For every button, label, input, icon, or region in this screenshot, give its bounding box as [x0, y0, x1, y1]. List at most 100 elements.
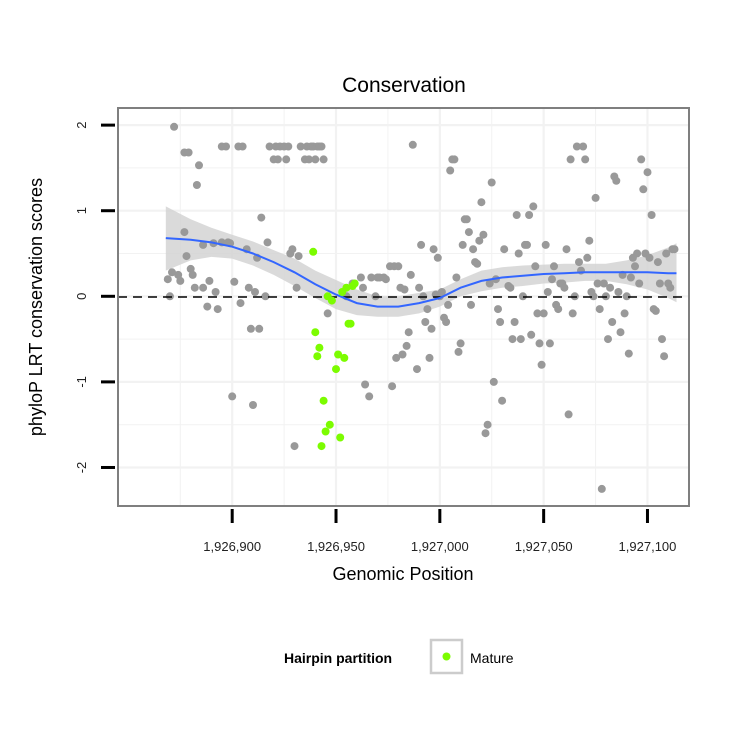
other-point: [572, 142, 581, 151]
mature-points-layer: [309, 247, 359, 451]
other-point: [635, 279, 644, 288]
other-point: [190, 283, 199, 292]
mature-point: [342, 283, 351, 292]
other-point: [394, 262, 403, 271]
y-axis: -2 -1 0 1 2: [74, 121, 115, 473]
other-point: [612, 176, 621, 185]
other-point: [531, 262, 540, 271]
other-point: [591, 193, 600, 202]
other-point: [230, 277, 239, 286]
other-point: [462, 215, 471, 224]
other-point: [404, 328, 413, 337]
other-point: [477, 198, 486, 207]
mature-point: [346, 319, 355, 328]
other-point: [645, 253, 654, 262]
other-point: [583, 253, 592, 262]
other-point: [290, 442, 299, 451]
smooth-line-layer: [165, 237, 677, 308]
other-point: [485, 279, 494, 288]
other-point: [284, 142, 293, 151]
other-point: [554, 305, 563, 314]
other-point: [429, 245, 438, 254]
other-point: [614, 288, 623, 296]
other-point: [180, 228, 189, 237]
other-point: [622, 292, 631, 301]
mature-point: [334, 350, 343, 359]
other-point: [545, 339, 554, 348]
mature-point: [309, 247, 318, 256]
other-point: [518, 292, 527, 301]
mature-point: [311, 328, 320, 337]
other-point: [421, 318, 430, 326]
other-point: [651, 306, 660, 315]
legend-label-mature: Mature: [470, 650, 514, 666]
other-point: [581, 155, 590, 164]
other-point: [388, 382, 397, 391]
other-point: [498, 396, 507, 405]
other-point: [417, 240, 426, 249]
other-point: [433, 253, 442, 262]
other-point: [425, 353, 434, 362]
mature-point: [327, 296, 336, 305]
x-tick-label: 1,926,950: [307, 539, 365, 554]
other-point: [400, 285, 409, 294]
other-point: [670, 245, 679, 254]
other-point: [236, 299, 245, 308]
other-point: [658, 335, 666, 344]
plot-area: [117, 107, 690, 507]
mature-point: [317, 442, 326, 451]
other-point: [288, 245, 297, 254]
legend-title: Hairpin partition: [284, 650, 392, 666]
other-point: [562, 245, 571, 254]
other-points-layer: [163, 122, 679, 493]
other-point: [662, 249, 671, 258]
y-tick-label: -1: [74, 376, 89, 388]
other-point: [464, 228, 473, 237]
mature-point: [332, 365, 340, 374]
other-point: [660, 352, 669, 361]
other-point: [525, 211, 534, 219]
other-point: [195, 161, 203, 170]
y-tick-label: -2: [74, 462, 89, 474]
other-point: [170, 122, 179, 131]
other-point: [199, 283, 208, 292]
other-point: [163, 275, 172, 284]
other-point: [454, 347, 463, 356]
other-point: [415, 283, 424, 292]
other-point: [257, 213, 266, 222]
other-point: [402, 341, 411, 350]
other-point: [508, 335, 517, 344]
other-point: [365, 392, 374, 401]
other-point: [560, 283, 569, 292]
other-point: [423, 305, 432, 314]
other-point: [604, 335, 612, 344]
other-point: [317, 142, 326, 151]
x-axis-title: Genomic Position: [332, 564, 473, 584]
other-point: [174, 270, 183, 279]
other-point: [483, 420, 492, 429]
other-point: [319, 155, 328, 164]
other-point: [608, 318, 617, 326]
y-tick-label: 0: [74, 293, 89, 300]
mature-point: [336, 433, 345, 442]
other-point: [450, 155, 459, 164]
other-point: [176, 276, 185, 285]
other-point: [666, 283, 675, 292]
other-point: [575, 258, 583, 267]
other-point: [489, 377, 498, 386]
mature-point: [325, 420, 334, 429]
other-point: [311, 155, 320, 164]
other-point: [251, 288, 259, 296]
mature-point: [319, 396, 328, 405]
x-tick-label: 1,927,050: [515, 539, 573, 554]
other-point: [413, 365, 421, 374]
other-point: [473, 259, 482, 268]
other-point: [512, 211, 521, 219]
other-point: [564, 410, 573, 419]
other-point: [228, 392, 237, 401]
other-point: [533, 309, 542, 318]
other-point: [406, 270, 415, 279]
other-point: [655, 279, 664, 288]
other-point: [541, 240, 550, 249]
